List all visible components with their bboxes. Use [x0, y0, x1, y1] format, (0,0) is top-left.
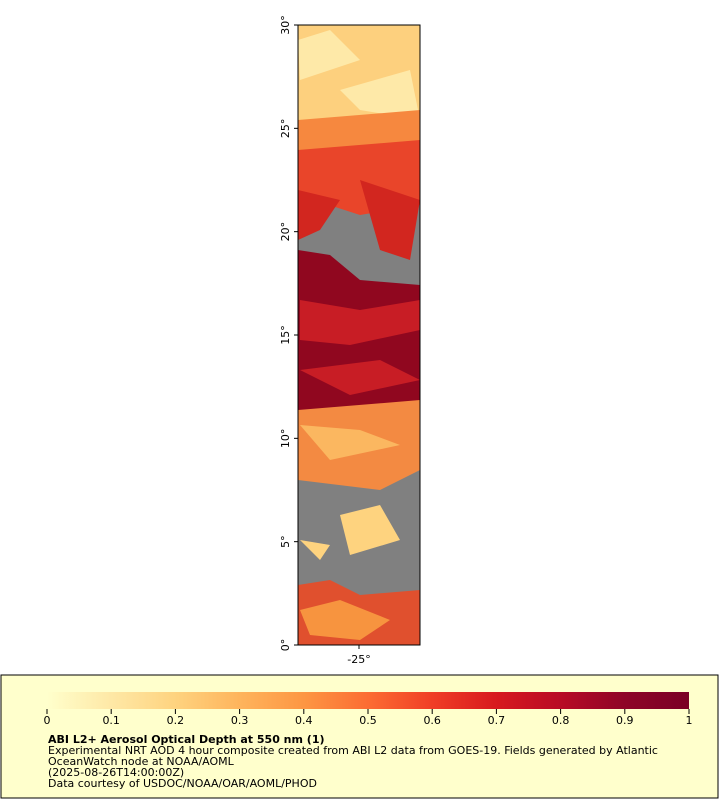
colorbar-tick-label: 0	[44, 714, 51, 727]
colorbar-tick-label: 0.4	[295, 714, 313, 727]
y-tick-label: 25°	[279, 119, 292, 139]
y-tick-label: 15°	[279, 325, 292, 345]
colorbar-tick-label: 0.6	[423, 714, 441, 727]
map-image	[297, 24, 421, 646]
y-tick-label: 30°	[279, 15, 292, 35]
colorbar-tick-label: 0.2	[167, 714, 185, 727]
legend-line: (2025-08-26T14:00:00Z)	[48, 766, 184, 779]
legend-line: Data courtesy of USDOC/NOAA/OAR/AOML/PHO…	[48, 777, 317, 790]
colorbar-tick-label: 0.5	[359, 714, 377, 727]
colorbar-tick-label: 0.9	[616, 714, 634, 727]
y-tick-label: 5°	[279, 535, 292, 548]
colorbar-tick-label: 0.3	[231, 714, 249, 727]
colorbar	[47, 692, 689, 709]
legend-line: OceanWatch node at NOAA/AOML	[48, 755, 235, 768]
colorbar-tick-label: 0.1	[102, 714, 120, 727]
x-tick-label: -25°	[347, 653, 370, 666]
colorbar-tick-label: 0.8	[552, 714, 570, 727]
legend-line: Experimental NRT AOD 4 hour composite cr…	[48, 744, 658, 757]
legend-title: ABI L2+ Aerosol Optical Depth at 550 nm …	[48, 733, 325, 746]
y-tick-label: 10°	[279, 429, 292, 449]
y-tick-label: 20°	[279, 222, 292, 242]
y-tick-label: 0°	[279, 639, 292, 652]
colorbar-tick-label: 0.7	[488, 714, 506, 727]
colorbar-tick-label: 1	[686, 714, 693, 727]
